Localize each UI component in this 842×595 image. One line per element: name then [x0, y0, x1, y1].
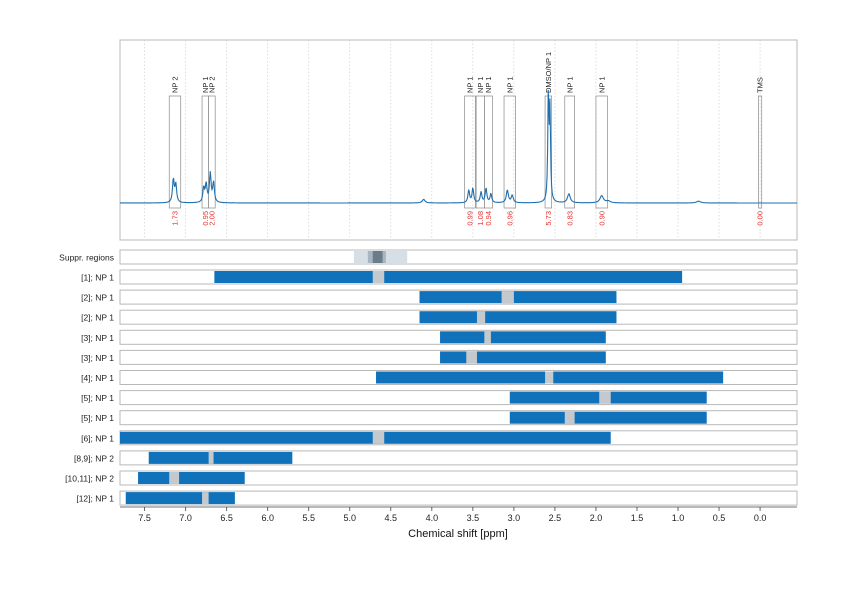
range-row-label: [2]; NP 1 — [81, 313, 114, 323]
x-tick-label: 0.0 — [754, 513, 767, 523]
integral-value: 1.08 — [476, 211, 485, 226]
range-row-label: [3]; NP 1 — [81, 333, 114, 343]
range-row-label: [5]; NP 1 — [81, 393, 114, 403]
range-row-label: [12]; NP 1 — [76, 494, 114, 504]
x-axis: 7.5 7.0 6.5 6.0 5.5 5.0 4.5 4.0 3.5 3.0 2.5 2.0 1.5 1… — [120, 506, 797, 523]
integral-value: 0.94 — [484, 211, 493, 226]
annotation-box — [564, 95, 575, 209]
x-tick-label: 7.5 — [138, 513, 151, 523]
range-gap — [372, 271, 385, 283]
range-bar — [509, 411, 707, 424]
annotation-box — [758, 95, 763, 209]
annotation-label: DMSO/NP 1 — [544, 52, 553, 93]
x-tick-label: 7.0 — [179, 513, 192, 523]
annotation-label: NP 2 — [208, 76, 217, 93]
range-bar — [440, 331, 606, 344]
annotation-label: NP 1 — [201, 76, 210, 93]
range-bar — [419, 291, 617, 304]
annotation-label: NP 2 — [171, 76, 180, 93]
range-row-frame — [119, 490, 798, 506]
range-bar — [138, 472, 245, 484]
x-tick-label: 0.5 — [713, 513, 726, 523]
spectrum-trace — [120, 89, 797, 204]
range-bar — [148, 451, 293, 464]
range-bar — [125, 492, 235, 505]
range-gap — [484, 331, 491, 344]
annotation-box — [595, 95, 608, 209]
range-row-frame — [119, 470, 798, 486]
annotation-label: NP 1 — [565, 76, 574, 93]
range-row-label: [10,11]; NP 2 — [65, 474, 114, 484]
integral-value: 1.73 — [171, 211, 180, 226]
range-row-label: [3]; NP 1 — [81, 353, 114, 363]
suppr-frame — [119, 249, 798, 265]
range-gap — [564, 411, 575, 424]
suppressed-region — [372, 251, 383, 263]
x-axis-label: Chemical shift [ppm] — [408, 528, 508, 540]
range-gap — [372, 431, 385, 444]
range-row-label: [5]; NP 1 — [81, 413, 114, 423]
x-tick-label: 2.0 — [590, 513, 603, 523]
annotation-label: NP 1 — [505, 76, 514, 93]
x-tick-label: 1.0 — [672, 513, 685, 523]
range-gap — [545, 371, 554, 384]
range-row-label: [4]; NP 1 — [81, 373, 114, 383]
annotation-label: NP 1 — [476, 76, 485, 93]
x-tick-label: 2.5 — [549, 513, 562, 523]
range-bar — [120, 431, 611, 444]
range-row-label: [1]; NP 1 — [81, 273, 114, 283]
integral-value: 0.96 — [505, 211, 514, 226]
annotation-box — [503, 95, 516, 209]
range-row-label: [2]; NP 1 — [81, 293, 114, 303]
x-tick-label: 4.0 — [426, 513, 439, 523]
range-gap — [208, 451, 214, 464]
x-tick-label: 5.5 — [302, 513, 315, 523]
range-bar — [440, 351, 606, 364]
range-gap — [599, 391, 611, 404]
annotation-label: NP 1 — [484, 76, 493, 93]
x-tick-label: 6.5 — [220, 513, 233, 523]
range-rows-panel: [1]; NP 1 [2]; NP 1 [2]; NP 1 [3]; NP 1 [3];… — [65, 269, 798, 506]
integral-value: 0.90 — [597, 211, 606, 226]
annotation-box — [168, 95, 182, 209]
annotation-box — [483, 95, 493, 209]
x-tick-label: 4.5 — [385, 513, 398, 523]
annotation-box — [208, 95, 216, 209]
annotation-label: TMS — [756, 77, 765, 93]
range-row-label: [6]; NP 1 — [81, 433, 114, 443]
range-gap — [466, 351, 477, 364]
range-bar — [214, 271, 683, 283]
spectrum-panel: NP 2 1.73 NP 1 0.95 NP 2 2.00 NP 1 0.99 NP 1 1.08… — [119, 39, 798, 241]
x-tick-label: 3.0 — [508, 513, 521, 523]
range-gap — [202, 492, 209, 505]
integral-value: 0.00 — [756, 211, 765, 226]
integral-value: 5.73 — [544, 211, 553, 226]
integral-value: 0.83 — [565, 211, 574, 226]
x-tick-label: 1.5 — [631, 513, 644, 523]
annotation-label: NP 1 — [597, 76, 606, 93]
x-tick-label: 6.0 — [261, 513, 274, 523]
range-gap — [169, 472, 180, 484]
suppr-row-label: Suppr. regions — [59, 253, 114, 263]
spectrum-frame — [119, 39, 798, 241]
x-tick-label: 5.0 — [344, 513, 357, 523]
x-tick-label: 3.5 — [467, 513, 480, 523]
range-gap — [476, 311, 486, 324]
range-bar — [419, 311, 617, 324]
suppressed-regions-panel: Suppr. regions — [59, 249, 798, 265]
integral-value: 2.00 — [208, 211, 217, 226]
integral-value: 0.95 — [201, 211, 210, 226]
annotation-box — [464, 95, 476, 209]
annotation-label: NP 1 — [466, 76, 475, 93]
integral-value: 0.99 — [466, 211, 475, 226]
range-gap — [501, 291, 514, 304]
range-row-label: [8,9]; NP 2 — [74, 453, 114, 463]
